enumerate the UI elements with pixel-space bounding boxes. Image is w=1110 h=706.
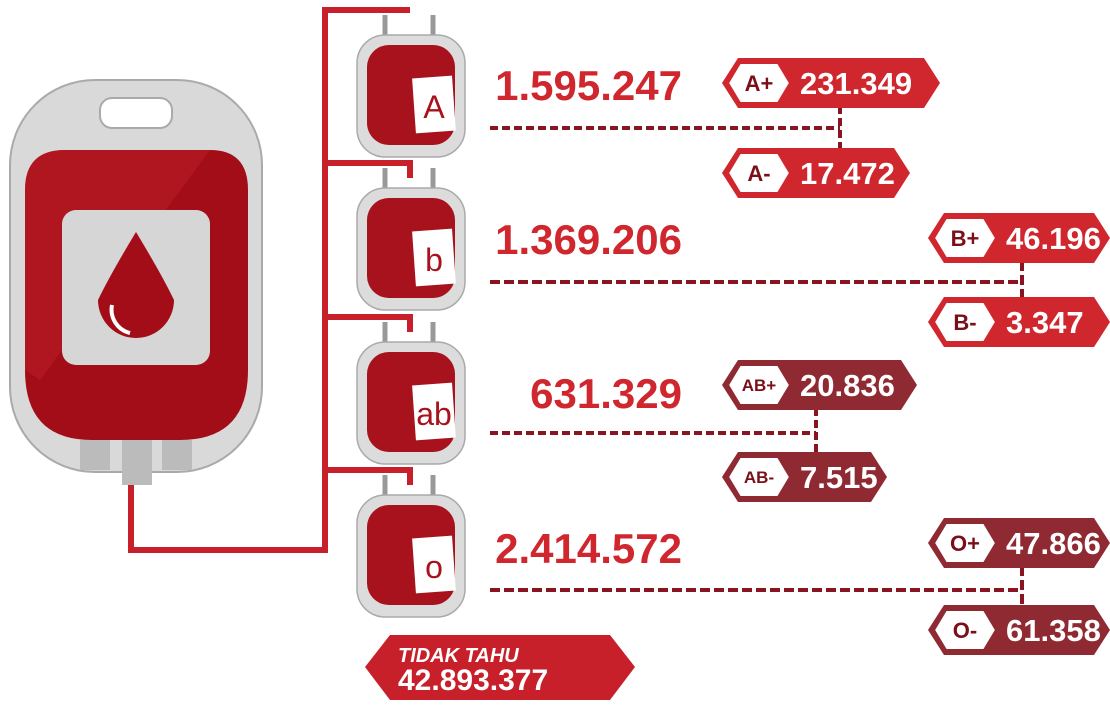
badge-label: O+ — [950, 531, 980, 556]
badge-value: 20.836 — [800, 368, 895, 403]
bag-letter: ab — [416, 396, 452, 432]
badge-value: 61.358 — [1006, 613, 1101, 648]
badge-label: A+ — [745, 71, 774, 96]
unknown-value: 42.893.377 — [398, 664, 548, 697]
badge-value: 46.196 — [1006, 221, 1101, 256]
badge-label: O- — [953, 618, 977, 643]
bag-letter: A — [423, 89, 445, 125]
tube-branch — [325, 317, 410, 332]
bag-letter: b — [425, 242, 443, 278]
infographic: A 1.595.247 A+ 231.349 A- 17.472 b 1.369.206 B+ 4… — [0, 0, 1110, 701]
badge-value: 47.866 — [1006, 526, 1101, 561]
badge-value: 231.349 — [800, 66, 912, 101]
tube-branch — [325, 470, 410, 485]
tube-branch — [325, 163, 410, 178]
group-total: 1.595.247 — [495, 62, 682, 109]
badge-label: AB+ — [742, 376, 777, 395]
group-total: 2.414.572 — [495, 525, 682, 572]
group-total: 631.329 — [530, 370, 682, 417]
badge-value: 17.472 — [800, 156, 895, 191]
group-total: 1.369.206 — [495, 216, 682, 263]
badge-value: 7.515 — [800, 460, 878, 495]
badge-label: B+ — [951, 226, 980, 251]
badge-label: A- — [747, 161, 770, 186]
big-bag — [10, 80, 262, 485]
bag-letter: o — [425, 549, 443, 585]
badge-label: AB- — [744, 468, 774, 487]
badge-label: B- — [953, 310, 976, 335]
connector — [490, 106, 840, 148]
connector — [490, 261, 1022, 297]
badge-value: 3.347 — [1006, 305, 1084, 340]
